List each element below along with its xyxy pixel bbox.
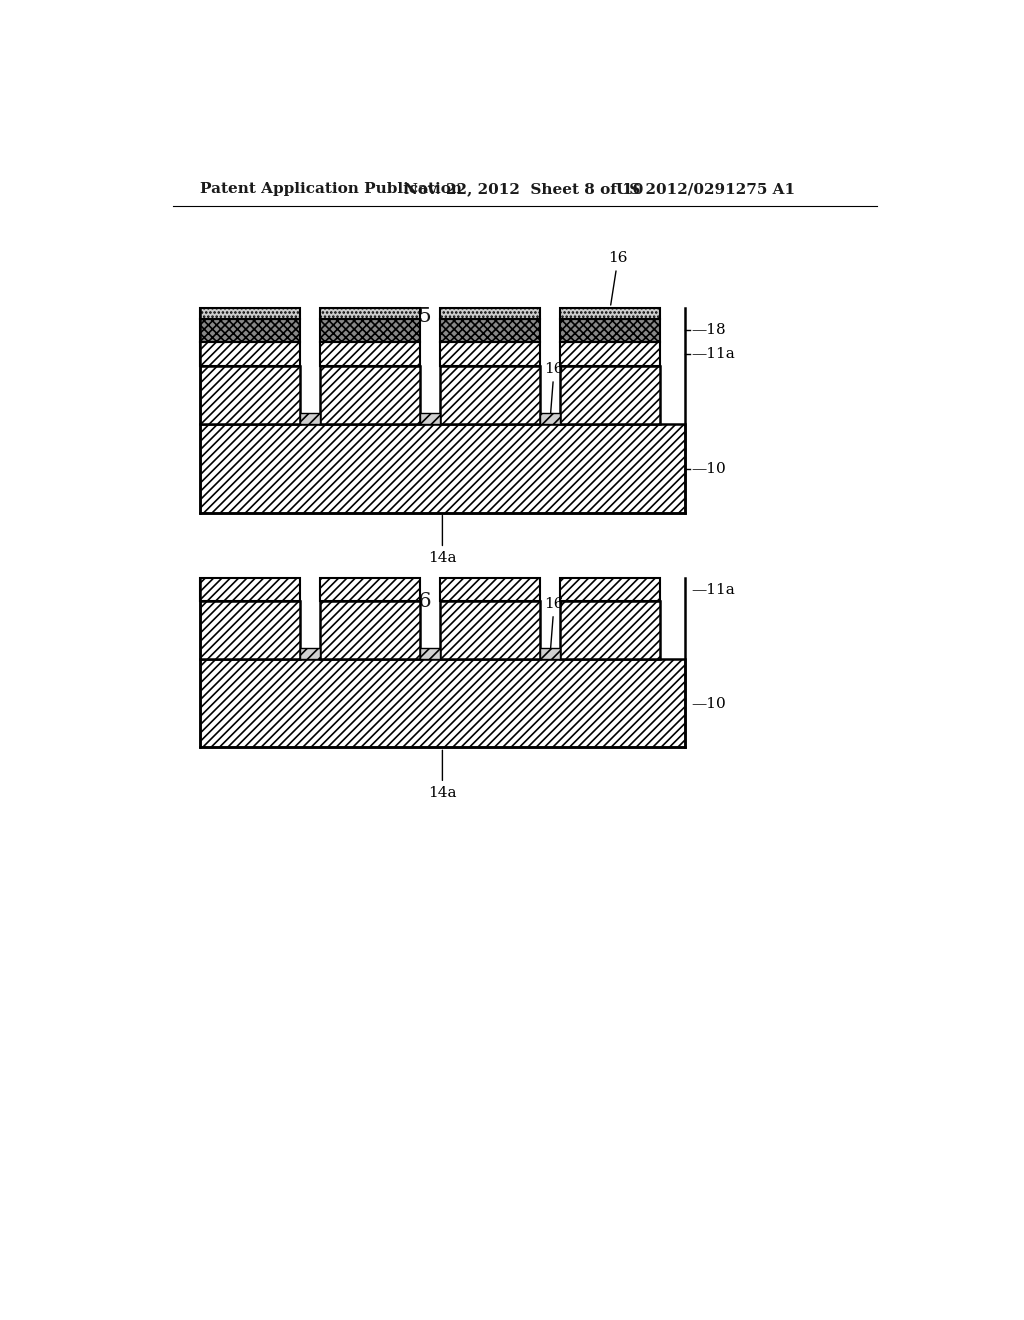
Bar: [440, 308, 541, 318]
Bar: [300, 648, 319, 659]
Bar: [440, 578, 541, 601]
Bar: [200, 578, 300, 601]
Text: —18: —18: [691, 323, 726, 337]
Bar: [319, 308, 420, 318]
Bar: [420, 413, 440, 424]
Text: —10: —10: [691, 697, 726, 710]
Bar: [440, 342, 541, 367]
Text: Patent Application Publication: Patent Application Publication: [200, 182, 462, 197]
Text: 14a: 14a: [428, 750, 457, 800]
Text: FIG. 16: FIG. 16: [353, 591, 432, 611]
Bar: [440, 318, 541, 342]
Text: 16: 16: [545, 362, 564, 416]
Bar: [541, 413, 560, 424]
Bar: [319, 318, 420, 342]
Bar: [319, 367, 420, 424]
Bar: [200, 659, 685, 747]
Bar: [440, 601, 541, 659]
Text: Nov. 22, 2012  Sheet 8 of 10: Nov. 22, 2012 Sheet 8 of 10: [403, 182, 643, 197]
Bar: [200, 342, 300, 367]
Bar: [420, 648, 440, 659]
Bar: [200, 308, 300, 318]
Bar: [560, 578, 660, 601]
Text: 16: 16: [545, 597, 564, 651]
Bar: [541, 648, 560, 659]
Bar: [200, 424, 685, 512]
Bar: [200, 601, 300, 659]
Text: —11a: —11a: [691, 582, 735, 597]
Bar: [319, 601, 420, 659]
Bar: [300, 413, 319, 424]
Text: —11a: —11a: [691, 347, 735, 360]
Text: 14a: 14a: [428, 515, 457, 565]
Bar: [319, 578, 420, 601]
Bar: [560, 342, 660, 367]
Text: US 2012/0291275 A1: US 2012/0291275 A1: [615, 182, 795, 197]
Bar: [319, 342, 420, 367]
Bar: [200, 367, 300, 424]
Text: FIG. 15: FIG. 15: [353, 306, 432, 326]
Text: —10: —10: [691, 462, 726, 475]
Bar: [560, 601, 660, 659]
Bar: [440, 367, 541, 424]
Bar: [200, 318, 300, 342]
Bar: [560, 308, 660, 318]
Bar: [560, 318, 660, 342]
Text: 16: 16: [608, 251, 628, 305]
Bar: [560, 367, 660, 424]
